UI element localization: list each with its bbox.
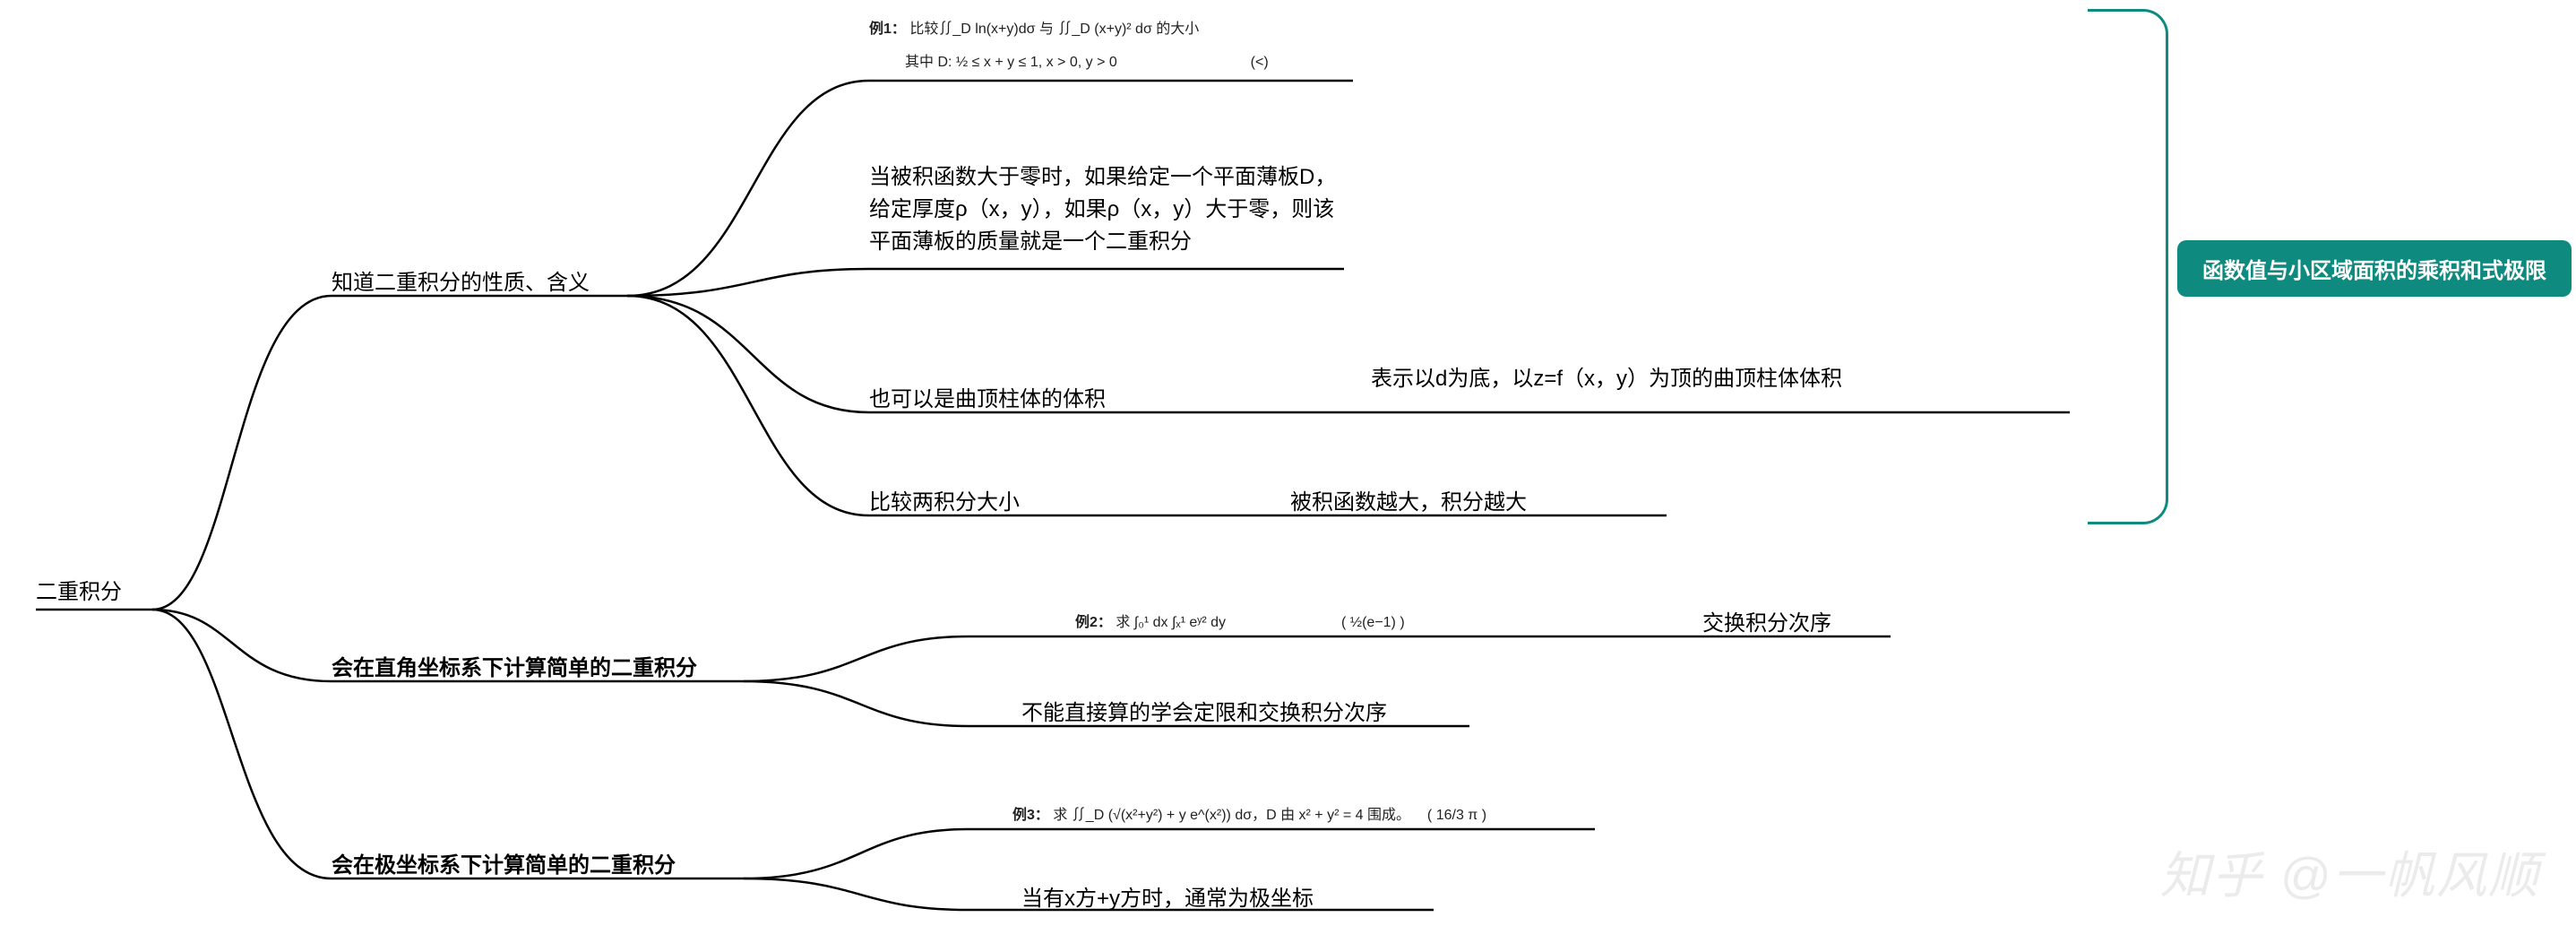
branch2-example: 例2： 求 ∫₀¹ dx ∫ₓ¹ eʸ² dy ( ½(e−1) )	[1075, 610, 1405, 631]
branch1-child4: 比较两积分大小	[869, 484, 1020, 515]
branch2-child1-right: 交换积分次序	[1702, 605, 1831, 636]
root-node: 二重积分	[36, 574, 122, 605]
watermark: 知乎 @一帆风顺	[2160, 835, 2540, 908]
branch1-child3: 也可以是曲顶柱体的体积	[869, 381, 1106, 412]
branch1-example1: 例1： 比较∬_D ln(x+y)dσ 与 ∬_D (x+y)² dσ 的大小	[869, 16, 1199, 38]
branch1-example1-line2: 其中 D: ½ ≤ x + y ≤ 1, x > 0, y > 0 (<)	[905, 49, 1269, 71]
branch3-example: 例3： 求 ∬_D (√(x²+y²) + y e^(x²)) dσ，D 由 x…	[1012, 802, 1486, 824]
branch3-child2: 当有x方+y方时，通常为极坐标	[1021, 880, 1314, 912]
branch2-label: 会在直角坐标系下计算简单的二重积分	[332, 650, 697, 681]
branch1-child4-right: 被积函数越大，积分越大	[1290, 484, 1527, 515]
mindmap-connectors	[0, 0, 2576, 926]
branch1-child3-right: 表示以d为底，以z=f（x，y）为顶的曲顶柱体体积	[1371, 363, 2079, 395]
summary-bracket	[2088, 9, 2168, 524]
branch1-label: 知道二重积分的性质、含义	[332, 264, 590, 296]
summary-badge: 函数值与小区域面积的乘积和式极限	[2177, 240, 2572, 297]
branch2-child2: 不能直接算的学会定限和交换积分次序	[1021, 695, 1387, 726]
branch1-child2: 当被积函数大于零时，如果给定一个平面薄板D，给定厚度ρ（x，y），如果ρ（x，y…	[869, 161, 1353, 258]
branch3-label: 会在极坐标系下计算简单的二重积分	[332, 847, 676, 878]
